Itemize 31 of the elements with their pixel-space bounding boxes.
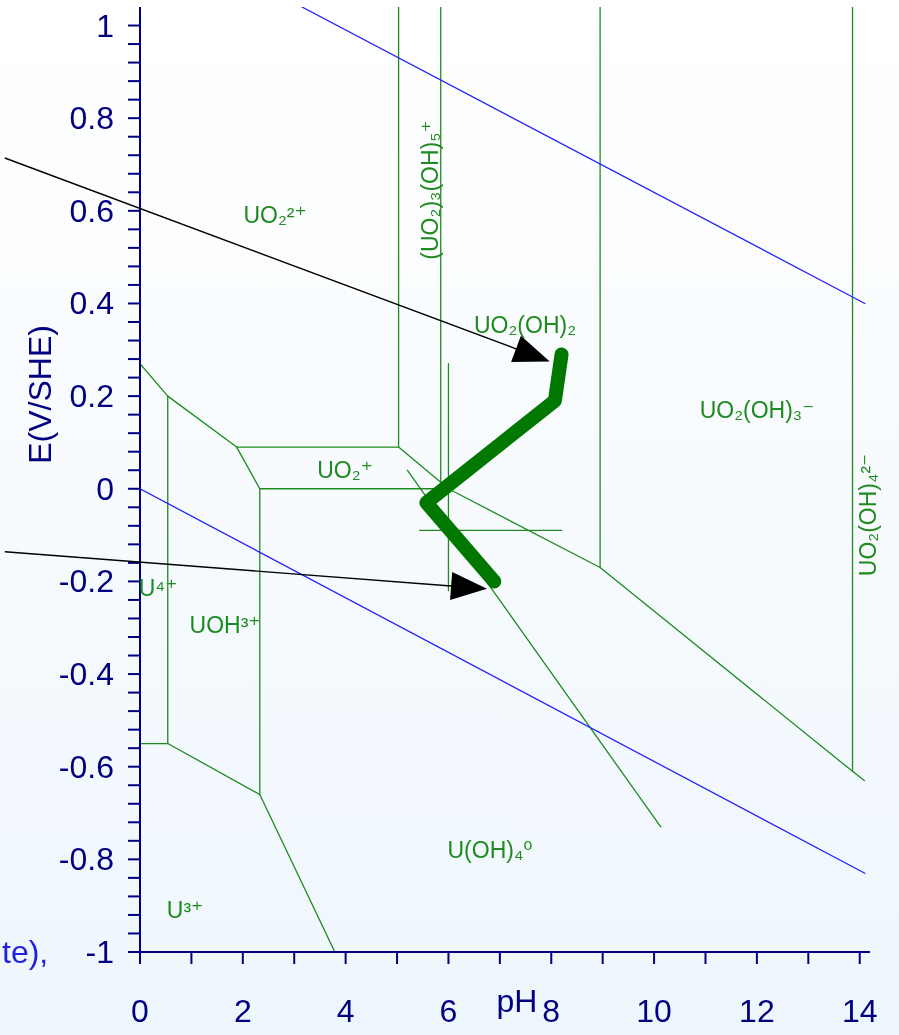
y-tick-label: 1 xyxy=(96,7,114,44)
x-tick-label: 8 xyxy=(542,993,561,1029)
x-axis-title: pH xyxy=(496,983,538,1019)
y-tick-label: -0.4 xyxy=(58,656,114,693)
annotation: UO₂⁺ xyxy=(317,457,373,483)
y-tick-label: 0.6 xyxy=(69,192,114,229)
text: te), xyxy=(2,934,49,970)
x-tick-label: 4 xyxy=(336,993,355,1029)
y-tick-label: -1 xyxy=(85,934,114,970)
annotation: UO₂(OH)₂ xyxy=(473,312,577,338)
x-tick-label: 6 xyxy=(439,993,458,1029)
x-tick-label: 14 xyxy=(841,993,878,1029)
x-tick-label: 10 xyxy=(636,993,672,1029)
annotation: UO₂²⁺ xyxy=(243,202,307,228)
y-tick-label: 0.4 xyxy=(69,285,114,322)
annotation: UO₂(OH)₄²⁻ xyxy=(855,453,881,577)
annotation: (UO₂)₃(OH)₅⁺ xyxy=(417,120,443,260)
annotation: U(OH)₄⁰ xyxy=(447,837,533,863)
y-tick-label: -0.2 xyxy=(58,563,114,600)
annotation: U³⁺ xyxy=(166,897,204,923)
annotation: UOH³⁺ xyxy=(189,612,261,638)
y-tick-label: -0.6 xyxy=(58,748,114,785)
annotation: UO₂(OH)₃⁻ xyxy=(699,397,815,423)
y-tick-label: 0.8 xyxy=(69,100,114,137)
x-tick-label: 12 xyxy=(739,993,775,1029)
y-axis-title: E(V/SHE) xyxy=(22,325,58,464)
y-tick-label: 0.2 xyxy=(69,378,114,415)
y-tick-label: 0 xyxy=(96,470,114,507)
x-tick-label: 2 xyxy=(233,993,252,1029)
x-tick-label: 0 xyxy=(131,993,149,1029)
y-tick-label: -0.8 xyxy=(58,841,114,878)
